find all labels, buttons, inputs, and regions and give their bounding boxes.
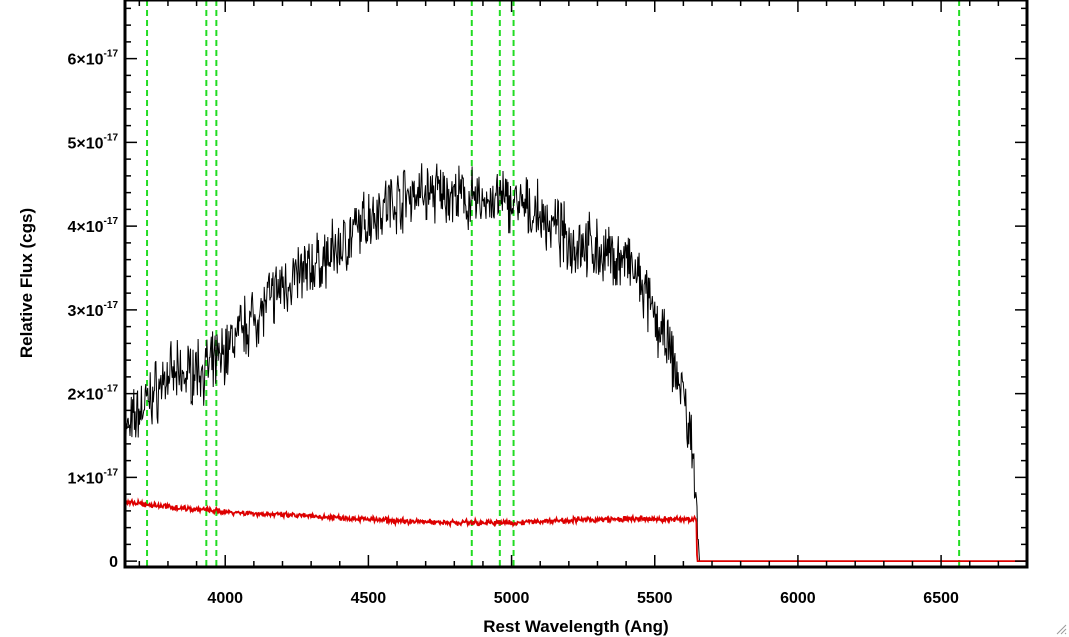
- y-tick-label: 5×10-17: [68, 132, 119, 152]
- y-tick-labels: 0 1×10-17 2×10-17 3×10-17 4×10-17 5×10-17 6×10…: [68, 49, 119, 572]
- series-line-0: [124, 163, 1027, 562]
- axis-ticks: [125, 0, 1028, 567]
- y-tick-label: 3×10-17: [68, 300, 119, 320]
- x-tick-label: 4000: [207, 590, 243, 607]
- y-axis-label: Relative Flux (cgs): [17, 208, 36, 358]
- x-tick-label: 6500: [923, 590, 959, 607]
- x-tick-labels: 4000 4500 5000 5500 6000 6500: [207, 590, 959, 607]
- y-tick-label: 2×10-17: [68, 384, 119, 404]
- x-tick-label: 4500: [351, 590, 387, 607]
- y-tick-label: 4×10-17: [68, 216, 119, 236]
- x-tick-label: 5500: [637, 590, 673, 607]
- x-tick-label: 5000: [494, 590, 530, 607]
- y-tick-label: 1×10-17: [68, 467, 119, 487]
- x-tick-label: 6000: [780, 590, 816, 607]
- y-tick-label: 6×10-17: [68, 49, 119, 69]
- resize-grip-icon[interactable]: [1055, 623, 1067, 635]
- series-line-1: [124, 497, 1027, 562]
- x-axis-label: Rest Wavelength (Ang): [483, 617, 668, 636]
- reference-line-layer: [146, 0, 961, 567]
- y-tick-label: 0: [109, 554, 118, 571]
- plot-frame: [123, 0, 1029, 569]
- series-layer: [124, 163, 1027, 562]
